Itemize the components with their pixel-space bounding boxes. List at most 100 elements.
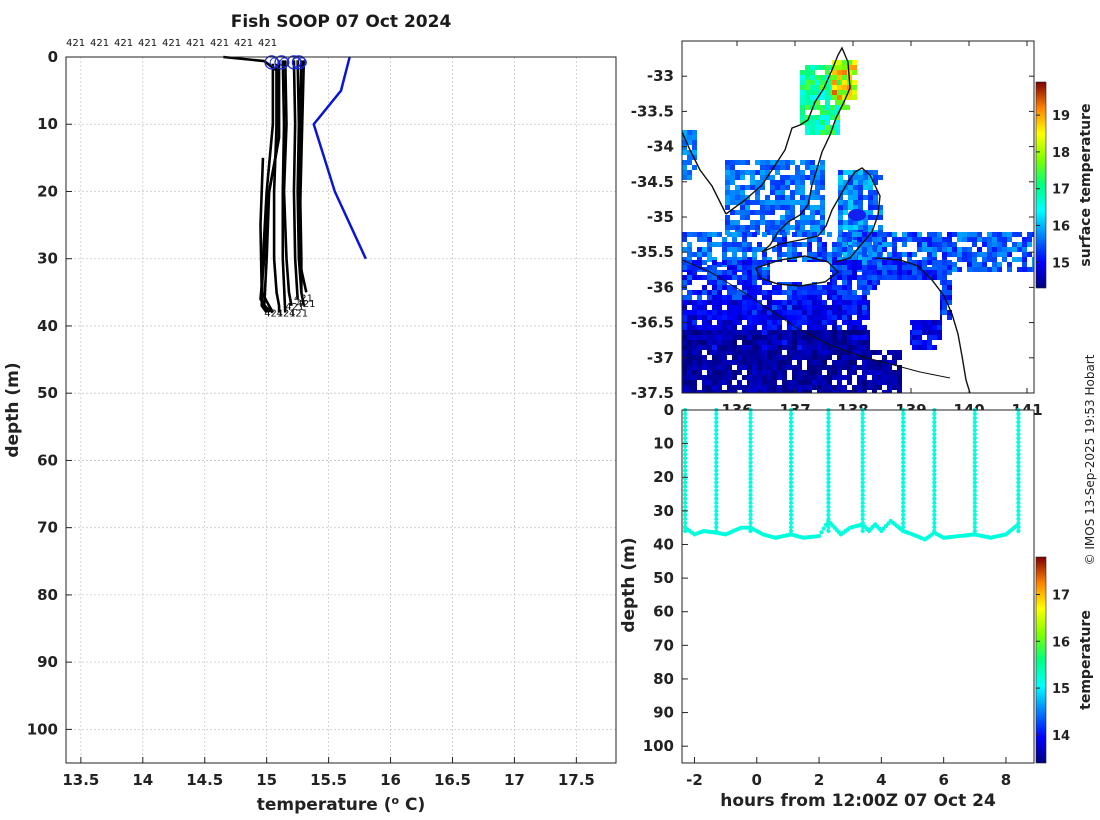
sst-cell bbox=[762, 310, 767, 315]
sst-cell bbox=[692, 365, 697, 370]
sst-cell bbox=[747, 280, 752, 285]
sst-cell bbox=[725, 215, 730, 220]
sst-cell bbox=[707, 257, 712, 262]
sst-cell bbox=[832, 75, 837, 80]
sst-cell bbox=[802, 300, 807, 305]
sst-cell bbox=[755, 210, 760, 215]
sst-cell bbox=[787, 390, 792, 393]
sst-cell bbox=[805, 115, 810, 120]
sst-cell bbox=[858, 200, 863, 205]
sst-cell bbox=[737, 295, 742, 300]
sst-cell bbox=[752, 315, 757, 320]
sst-cell bbox=[922, 242, 927, 247]
sst-cell bbox=[982, 257, 987, 262]
sst-cell bbox=[737, 242, 742, 247]
sst-cell bbox=[742, 390, 747, 393]
sst-cell bbox=[872, 360, 877, 365]
sst-cell bbox=[687, 252, 692, 257]
depth-time-cast-point bbox=[748, 456, 753, 461]
sst-cell bbox=[932, 265, 937, 270]
sst-cell bbox=[687, 160, 692, 165]
sst-cell bbox=[873, 180, 878, 185]
depth-time-cast-point bbox=[683, 520, 688, 526]
sst-cell bbox=[873, 195, 878, 200]
sst-cell bbox=[697, 305, 702, 310]
sst-cell bbox=[772, 315, 777, 320]
sst-cell bbox=[747, 335, 752, 340]
sst-cell bbox=[932, 232, 937, 237]
sst-cell bbox=[812, 325, 817, 330]
sst-cell bbox=[757, 335, 762, 340]
sst-cell bbox=[692, 260, 697, 265]
sst-cell bbox=[837, 385, 842, 390]
sst-cell bbox=[682, 380, 687, 385]
sst-cell bbox=[952, 242, 957, 247]
sst-cell bbox=[867, 380, 872, 385]
sst-cell bbox=[812, 365, 817, 370]
sst-cell bbox=[702, 252, 707, 257]
sst-cell bbox=[862, 380, 867, 385]
depth-time-cast-point bbox=[1016, 428, 1021, 433]
sst-cell bbox=[752, 260, 757, 265]
sst-cell bbox=[747, 385, 752, 390]
sst-cell bbox=[687, 310, 692, 315]
land-mask bbox=[870, 290, 910, 350]
sst-cell bbox=[817, 305, 822, 310]
sst-cell bbox=[972, 242, 977, 247]
sst-cell bbox=[807, 257, 812, 262]
sst-cell bbox=[767, 275, 772, 280]
depth-time-cast-point bbox=[714, 496, 719, 501]
sst-cell bbox=[692, 265, 697, 270]
sst-cell bbox=[787, 257, 792, 262]
profile-y-tick-label: 40 bbox=[37, 317, 58, 335]
depth-time-cast-point bbox=[714, 472, 719, 477]
sst-cell bbox=[847, 325, 852, 330]
depth-time-x-tick-label: 6 bbox=[938, 771, 948, 789]
sst-cell bbox=[1002, 237, 1007, 242]
sst-cell bbox=[802, 295, 807, 300]
sst-cell bbox=[947, 285, 952, 290]
sst-cell bbox=[862, 265, 867, 270]
sst-cell bbox=[843, 250, 848, 255]
sst-cell bbox=[797, 242, 802, 247]
sst-cell bbox=[832, 315, 837, 320]
sst-cell bbox=[822, 335, 827, 340]
sst-cell bbox=[1017, 257, 1022, 262]
depth-time-axes-frame bbox=[681, 409, 1035, 764]
sst-cell bbox=[807, 350, 812, 355]
surface-marker-inner bbox=[279, 57, 290, 68]
sst-cell bbox=[863, 175, 868, 180]
sst-cell bbox=[742, 285, 747, 290]
sst-cell bbox=[847, 315, 852, 320]
sst-cell bbox=[797, 325, 802, 330]
sst-cell bbox=[732, 260, 737, 265]
sst-cell bbox=[947, 237, 952, 242]
sst-cell bbox=[1027, 242, 1032, 247]
sst-cell bbox=[780, 160, 785, 165]
sst-cell bbox=[702, 310, 707, 315]
sst-cell bbox=[887, 270, 892, 275]
sst-cell bbox=[752, 265, 757, 270]
depth-time-cast-point bbox=[860, 488, 865, 493]
sst-cell bbox=[862, 232, 867, 237]
sst-cell bbox=[838, 205, 843, 210]
sst-cell bbox=[692, 310, 697, 315]
sst-cell bbox=[697, 335, 702, 340]
depth-time-cast-point bbox=[901, 464, 906, 469]
sst-cell bbox=[782, 300, 787, 305]
sst-cell bbox=[917, 270, 922, 275]
sst-cell bbox=[762, 390, 767, 393]
sst-cell bbox=[692, 140, 697, 145]
sst-cell bbox=[732, 285, 737, 290]
sst-cell bbox=[867, 360, 872, 365]
sst-colorbar-tick-label: 19 bbox=[1052, 109, 1070, 124]
sst-cell bbox=[752, 310, 757, 315]
sst-cell bbox=[847, 310, 852, 315]
depth-time-cast-point bbox=[683, 472, 688, 477]
sst-cell bbox=[852, 252, 857, 257]
sst-cell bbox=[872, 370, 877, 375]
sst-cell bbox=[717, 285, 722, 290]
sst-cell bbox=[820, 225, 825, 230]
sst-cell bbox=[777, 360, 782, 365]
depth-time-cast-point bbox=[788, 415, 794, 421]
